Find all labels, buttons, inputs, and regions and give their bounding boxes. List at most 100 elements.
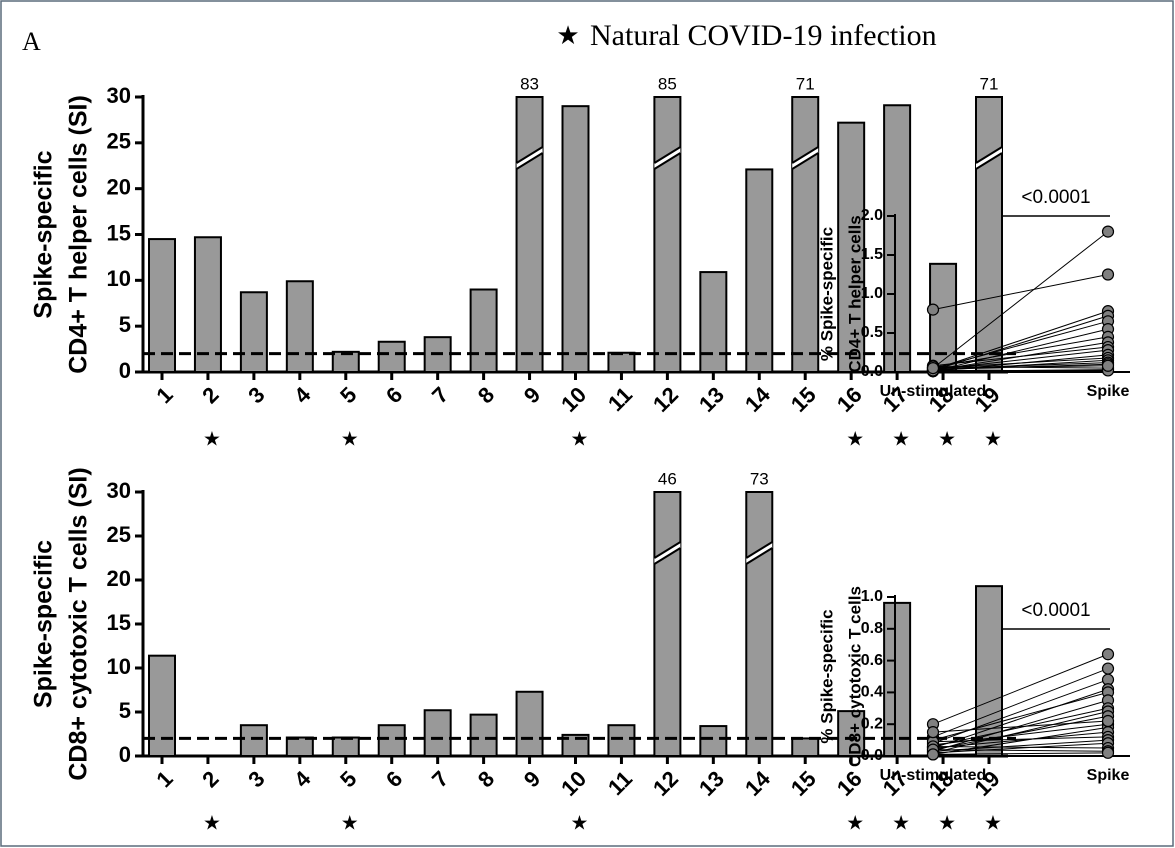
x-tick-label: 14	[740, 765, 776, 801]
pair-line	[932, 310, 1109, 371]
bar	[791, 737, 820, 758]
axis-break	[791, 146, 819, 164]
bar	[883, 104, 912, 373]
bar	[561, 733, 590, 758]
bar	[423, 709, 452, 757]
value-label: 85	[658, 74, 677, 93]
infection-star: ★	[846, 812, 864, 834]
point	[926, 748, 940, 761]
axis-break	[792, 147, 819, 169]
y-tick-label: 10	[107, 654, 131, 679]
x-tick-label: 9	[519, 382, 545, 408]
y-axis-label: Spike-specific	[30, 540, 58, 708]
axis-break	[975, 152, 1003, 170]
point	[1101, 714, 1115, 728]
x-tick-label: 9	[519, 766, 545, 792]
bar	[239, 724, 268, 758]
x-tick-label: 10	[556, 382, 591, 417]
bar	[699, 271, 728, 374]
infection-star: ★	[341, 428, 359, 450]
bar	[653, 491, 682, 757]
x-tick-label: 14	[740, 381, 776, 417]
value-label: 71	[980, 74, 999, 93]
y-tick-label: 0.8	[861, 620, 883, 637]
x-tick-label: 3	[243, 766, 269, 792]
x-tick-label: 10	[556, 766, 591, 801]
x-tick-label: 12	[648, 766, 683, 801]
y-tick-label: 1.0	[861, 588, 883, 605]
y-tick-label: 0	[119, 742, 131, 767]
x-tick-label: 16	[832, 766, 867, 801]
panel-label: A	[22, 27, 41, 56]
point	[926, 362, 940, 375]
pair-line	[932, 365, 1109, 369]
y-tick-label: 25	[107, 129, 131, 154]
x-tick-label: 12	[648, 382, 683, 417]
annotation: <0.0001	[1021, 600, 1090, 621]
bar	[561, 105, 590, 374]
y-tick-label: 1.5	[861, 246, 883, 263]
y-axis-label: Spike-specific	[30, 150, 58, 318]
y-tick-label: 0.0	[861, 363, 883, 380]
point	[1101, 662, 1115, 675]
bar	[975, 585, 1003, 757]
axis-break	[746, 542, 773, 564]
x-tick-label: 15	[786, 766, 821, 801]
point	[926, 303, 940, 316]
pair-line	[932, 715, 1109, 751]
axis-break	[653, 152, 681, 170]
x-tick-label: 6	[381, 766, 407, 792]
pair-line	[932, 653, 1109, 725]
pair-line	[932, 274, 1109, 311]
x-tick-label: 7	[427, 382, 453, 408]
pair-line	[932, 699, 1109, 752]
y-tick-label: 5	[119, 698, 131, 723]
infection-star: ★	[984, 812, 1002, 834]
y-tick-label: 0.5	[861, 324, 883, 341]
x-tick-label: 6	[381, 382, 407, 408]
bar	[515, 690, 544, 758]
pair-line	[932, 668, 1109, 738]
pair-line	[932, 749, 1109, 752]
y-axis-label: % Spike-specific	[817, 227, 836, 361]
y-tick-label: 20	[107, 174, 131, 199]
bar	[377, 724, 406, 758]
x-tick-label: 15	[786, 382, 821, 417]
x-tick-label: Spike	[1087, 383, 1130, 400]
value-label: 73	[750, 469, 769, 488]
x-tick-label: 16	[832, 382, 867, 417]
pair-line	[932, 691, 1109, 741]
axis-break	[654, 542, 681, 564]
bar	[469, 288, 498, 373]
y-tick-label: 25	[107, 522, 131, 547]
pair-line	[932, 231, 1109, 369]
y-axis-label: CD4+ T helper cells	[845, 215, 864, 372]
annotation: <0.0001	[1021, 187, 1090, 208]
pair-line	[932, 752, 1109, 755]
pair-line	[932, 739, 1109, 752]
bar	[607, 351, 636, 373]
y-tick-label: 0.4	[861, 684, 883, 701]
y-tick-label: 15	[107, 220, 131, 245]
pair-line	[932, 679, 1109, 744]
x-tick-label: 5	[335, 382, 361, 408]
point	[1101, 746, 1115, 759]
infection-star: ★	[571, 428, 589, 450]
x-tick-label: 2	[197, 382, 223, 408]
bar	[148, 238, 176, 373]
point	[1101, 225, 1115, 238]
bar	[285, 280, 314, 373]
bar	[148, 654, 176, 757]
axis-break	[654, 147, 681, 169]
y-tick-label: 20	[107, 566, 131, 591]
x-tick-label: 8	[473, 766, 499, 792]
pair-line	[932, 731, 1109, 749]
y-axis-label: CD8+ cytotoxic T cells (SI)	[65, 467, 93, 780]
x-tick-label: 2	[197, 766, 223, 792]
bar	[331, 350, 360, 374]
infection-star: ★	[203, 428, 221, 450]
bar	[745, 168, 774, 373]
y-tick-label: 0.0	[861, 747, 883, 764]
